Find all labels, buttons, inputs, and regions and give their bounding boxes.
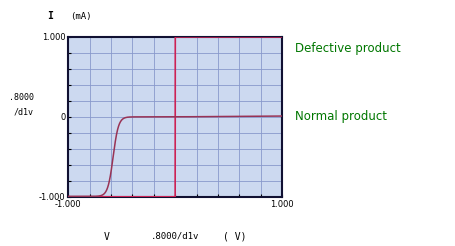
Text: Defective product: Defective product (295, 42, 401, 55)
Text: (mA): (mA) (71, 12, 92, 21)
Text: .8000/d1v: .8000/d1v (151, 232, 199, 241)
Text: I: I (47, 11, 53, 21)
Text: .8000: .8000 (9, 93, 34, 102)
Text: Normal product: Normal product (295, 110, 387, 123)
Text: /d1v: /d1v (14, 108, 34, 117)
Text: ( V): ( V) (223, 232, 247, 242)
Text: V: V (104, 232, 110, 242)
